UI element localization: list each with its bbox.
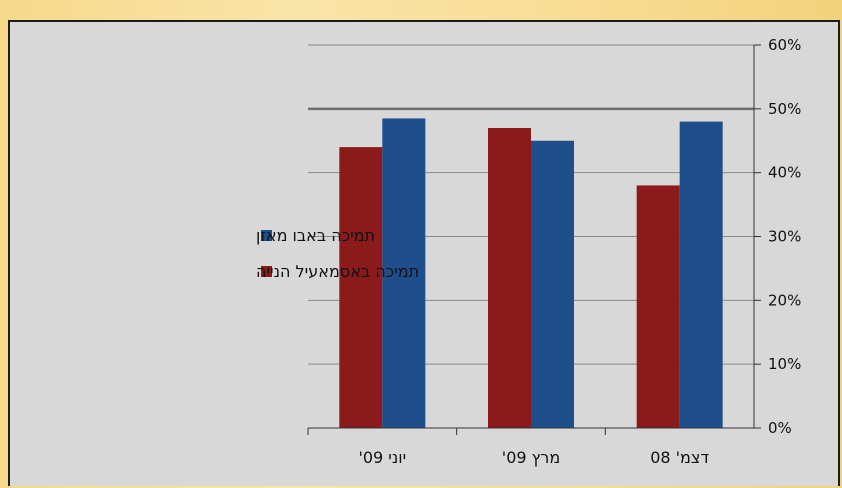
legend-label: תמיכה באסמאעיל הנייה <box>256 262 419 281</box>
bars <box>339 118 723 429</box>
chart: 0% 10% 20% 30% 40% 50% 60% דצמ' 08 מרץ 09' יוני 0… <box>256 36 801 467</box>
y-tick-label: 60% <box>768 36 801 54</box>
x-category-label: יוני 09' <box>358 448 406 467</box>
x-category-label: מרץ 09' <box>502 448 560 467</box>
y-tick-label: 0% <box>768 419 792 437</box>
axes: 0% 10% 20% 30% 40% 50% 60% דצמ' 08 מרץ 09' יוני 0… <box>307 36 801 467</box>
legend-label: תמיכה באבו מאזן <box>256 226 375 245</box>
y-tick-label: 50% <box>768 100 801 118</box>
x-category-label: דצמ' 08 <box>650 448 709 467</box>
y-tick-label: 30% <box>768 228 801 246</box>
y-tick-label: 20% <box>768 291 801 309</box>
bar-abbas <box>679 121 723 428</box>
legend-swatch <box>261 266 272 277</box>
bar-abbas <box>531 140 574 428</box>
bar-haniyeh <box>488 127 531 428</box>
bar-abbas <box>382 118 426 429</box>
legend-swatch <box>261 230 272 241</box>
bar-haniyeh <box>636 185 680 428</box>
legend: תמיכה באבו מאזן תמיכה באסמאעיל הנייה <box>256 226 419 281</box>
chart-frame: 0% 10% 20% 30% 40% 50% 60% דצמ' 08 מרץ 09' יוני 0… <box>8 20 840 486</box>
y-tick-label: 10% <box>768 355 801 373</box>
y-tick-label: 40% <box>768 164 801 182</box>
bar-haniyeh <box>339 147 383 428</box>
